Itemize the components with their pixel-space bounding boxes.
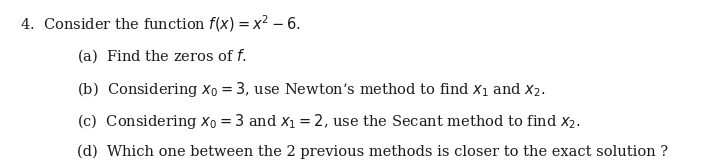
- Text: 4.  Consider the function $f(x) = x^2 - 6.$: 4. Consider the function $f(x) = x^2 - 6…: [20, 13, 301, 34]
- Text: (c)  Considering $x_0 = 3$ and $x_1 = 2$, use the Secant method to find $x_2.$: (c) Considering $x_0 = 3$ and $x_1 = 2$,…: [77, 112, 581, 131]
- Text: (a)  Find the zeros of $f.$: (a) Find the zeros of $f.$: [77, 47, 246, 65]
- Text: (b)  Considering $x_0 = 3$, use Newton’s method to find $x_1$ and $x_2.$: (b) Considering $x_0 = 3$, use Newton’s …: [77, 80, 545, 99]
- Text: (d)  Which one between the 2 previous methods is closer to the exact solution ?: (d) Which one between the 2 previous met…: [77, 145, 668, 159]
